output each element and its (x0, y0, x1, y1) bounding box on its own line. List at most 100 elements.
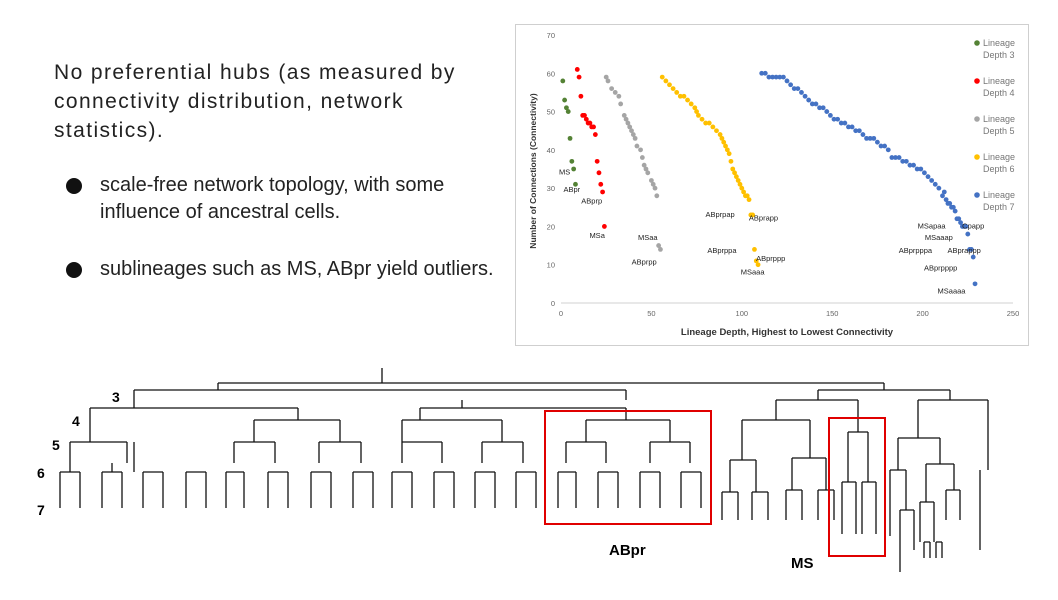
data-point (856, 128, 862, 134)
ms-label: MS (791, 555, 814, 572)
data-point (752, 247, 757, 252)
y-tick-label: 60 (547, 69, 555, 78)
data-point (896, 155, 902, 160)
data-point (918, 166, 924, 172)
x-tick-label: 250 (1007, 309, 1020, 318)
data-point (677, 93, 683, 99)
x-tick-labels: 0 50 100 150 200 250 (559, 309, 1019, 318)
data-point (827, 113, 833, 118)
data-point (681, 93, 687, 99)
depth-label-6: 6 (37, 465, 45, 481)
data-point (632, 135, 638, 141)
data-point (560, 78, 566, 84)
data-point (583, 116, 589, 122)
data-point (623, 116, 629, 122)
data-point (737, 181, 743, 187)
tree-branches (59, 368, 989, 572)
data-point (578, 93, 584, 99)
intro-text: No preferential hubs (as measured by con… (54, 61, 456, 142)
data-point (724, 147, 730, 153)
data-point (806, 97, 812, 103)
point-annotation: ABprppa (707, 246, 737, 255)
data-point (733, 174, 739, 180)
data-point (621, 113, 627, 118)
data-point (643, 166, 649, 172)
data-point (864, 135, 869, 141)
data-point (706, 120, 712, 126)
point-annotation: ABprp (581, 196, 602, 205)
bullet-text: scale-free network topology, with some i… (100, 174, 445, 223)
lineage-tree-svg: 3 4 5 6 7 ABpr MS (37, 368, 989, 572)
data-point (838, 120, 844, 126)
y-tick-label: 20 (547, 222, 555, 231)
data-point (867, 135, 873, 141)
data-point (656, 243, 662, 248)
data-point (784, 78, 790, 84)
data-point (699, 116, 705, 122)
data-point (831, 116, 837, 122)
data-point (941, 189, 947, 195)
data-point (795, 86, 801, 91)
data-point (717, 132, 723, 137)
data-point (972, 281, 978, 287)
lineage-tree: 3 4 5 6 7 ABpr MS (0, 360, 1058, 600)
data-point (950, 204, 956, 210)
data-point (565, 109, 571, 114)
data-point (670, 86, 676, 91)
data-point (598, 181, 604, 187)
data-point (759, 70, 765, 76)
data-point (788, 82, 794, 88)
data-point (564, 105, 569, 111)
data-point (907, 162, 913, 168)
x-axis-label: Lineage Depth, Highest to Lowest Connect… (681, 327, 894, 338)
x-tick-label: 200 (916, 309, 929, 318)
bullet-item: scale-free network topology, with some i… (66, 172, 496, 226)
point-annotation: ABprapp (749, 214, 778, 223)
data-point (582, 113, 587, 118)
data-point (685, 97, 690, 103)
x-tick-label: 100 (736, 309, 749, 318)
data-point (947, 201, 953, 206)
data-point (641, 162, 647, 168)
y-tick-label: 30 (547, 184, 555, 193)
data-point (799, 90, 804, 95)
data-point (650, 181, 656, 187)
depth-label-4: 4 (72, 413, 80, 429)
data-point (900, 158, 906, 164)
data-point (940, 193, 945, 199)
point-annotation: ABprappp (948, 246, 981, 255)
data-point (587, 120, 593, 126)
data-point (649, 178, 654, 183)
data-point (965, 231, 971, 237)
data-point (932, 181, 938, 187)
data-point (885, 147, 891, 153)
point-annotation: MSaa (638, 233, 658, 242)
legend-label: Lineage Depth 3 (983, 38, 1015, 60)
bullet-dot-icon (66, 262, 82, 278)
data-point (750, 212, 756, 218)
data-point (889, 155, 895, 160)
depth-label-3: 3 (112, 389, 120, 405)
depth-label-5: 5 (52, 437, 60, 453)
data-point (956, 216, 962, 222)
data-point (802, 93, 808, 99)
data-point (696, 113, 701, 118)
data-point (600, 189, 605, 195)
data-point (730, 166, 736, 172)
abpr-highlight-box (544, 410, 712, 525)
data-point (659, 74, 665, 80)
data-point (618, 101, 624, 107)
data-point (753, 258, 759, 264)
legend-label: Lineage Depth 5 (983, 114, 1015, 136)
depth-label-7: 7 (37, 502, 45, 518)
legend-marker (974, 40, 980, 46)
data-point (703, 120, 709, 126)
data-point (638, 147, 643, 153)
data-point (652, 185, 658, 191)
legend: Lineage Depth 3 Lineage Depth 4 Lineage Depth… (974, 38, 1015, 212)
data-point (809, 101, 815, 107)
x-tick-label: 0 (559, 309, 563, 318)
abpr-label: ABpr (609, 542, 646, 559)
data-point (594, 158, 600, 164)
